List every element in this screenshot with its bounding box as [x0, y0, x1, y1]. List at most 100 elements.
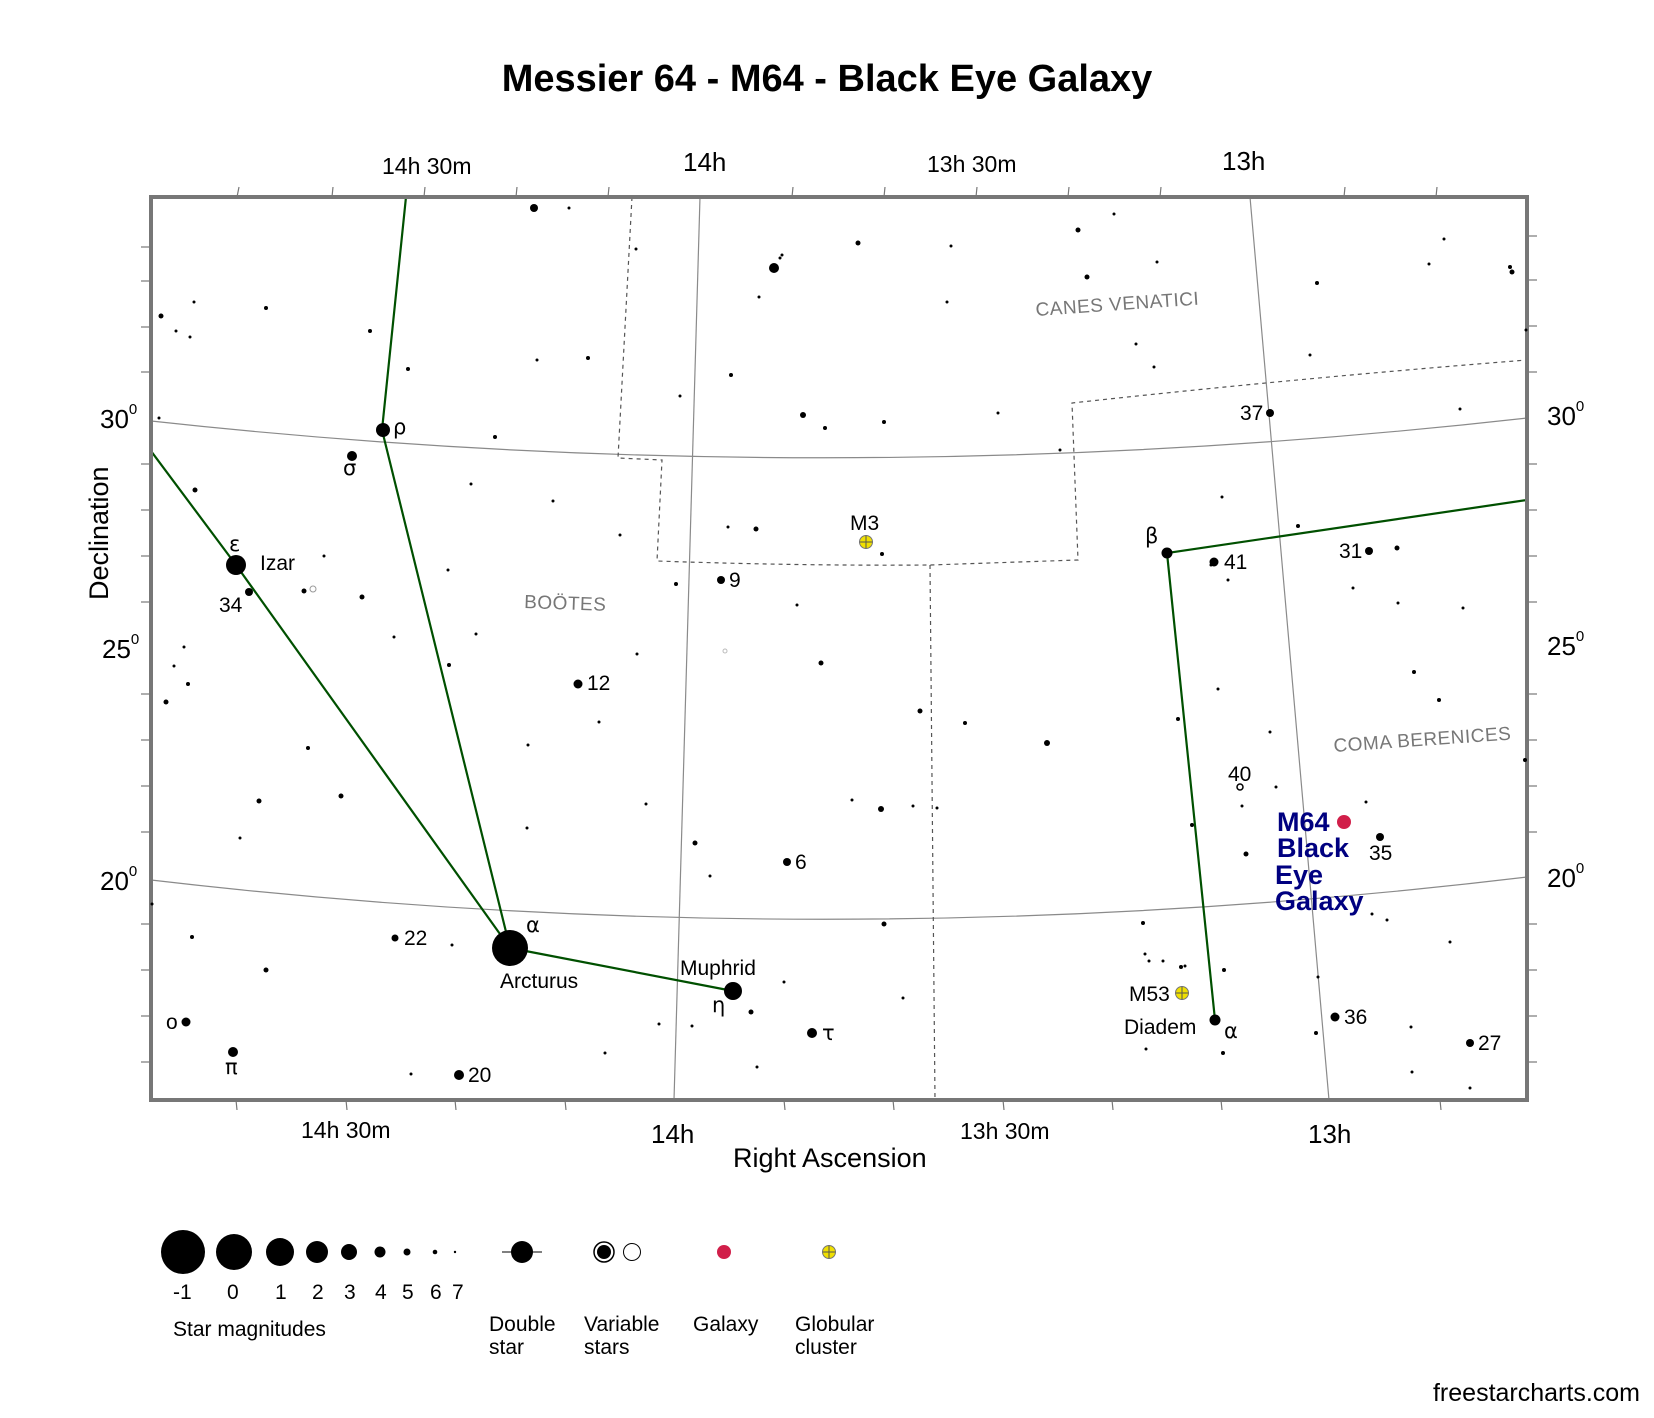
svg-text:6: 6 [430, 1281, 442, 1304]
legend-galaxy-icon [717, 1245, 731, 1259]
star-tau-boo [807, 1028, 817, 1038]
star-37-com [1266, 409, 1274, 417]
legend-magnitudes-caption: Star magnitudes [173, 1318, 326, 1341]
svg-text:2: 2 [312, 1281, 324, 1304]
dec-left-30: 300 [100, 401, 137, 434]
star-m3-area [769, 263, 779, 273]
y-axis-title: Declination [84, 466, 114, 600]
star-sigma-boo [347, 451, 357, 461]
svg-text:1: 1 [275, 1281, 287, 1304]
label-izar: Izar [260, 552, 295, 575]
label-34: 34 [219, 594, 243, 617]
ra-top-1430: 14h 30m [382, 153, 472, 179]
legend-double-label-2: star [489, 1336, 524, 1359]
star-40-com-variable [1236, 783, 1244, 791]
label-36: 36 [1344, 1006, 1367, 1029]
label-alpha-boo: α [526, 913, 540, 937]
star-pi-boo [228, 1047, 238, 1057]
label-sigma: σ [343, 456, 356, 480]
dec-left-labels: 300 250 200 [100, 401, 139, 896]
ra-bot-1330: 13h 30m [960, 1118, 1050, 1144]
star-22-boo [391, 934, 399, 942]
svg-text:7: 7 [452, 1281, 464, 1304]
label-m3: M3 [850, 512, 879, 535]
label-20: 20 [468, 1064, 491, 1087]
ra-top-1330: 13h 30m [927, 151, 1017, 177]
legend-magnitude-labels: -1 0 1 2 3 4 5 6 7 [173, 1281, 464, 1304]
boundary-cvn-boo [617, 197, 1527, 566]
target-line-2: Black [1277, 833, 1350, 863]
ra-14h-line [673, 197, 701, 1100]
galaxy-m64-marker [1337, 815, 1351, 829]
legend-variable-star-icon [593, 1241, 641, 1263]
star-diadem [1209, 1014, 1221, 1026]
svg-text:4: 4 [375, 1281, 387, 1304]
faint-variable-star [309, 585, 317, 593]
star-27-com [1466, 1039, 1474, 1047]
label-beta: β [1145, 524, 1158, 548]
star-izar [226, 555, 246, 575]
star-31-com [1365, 547, 1373, 555]
bootes-line-1 [380, 197, 512, 949]
dec-right-25: 250 [1547, 628, 1584, 661]
legend-double-label-1: Double [489, 1313, 556, 1336]
legend-variable-label-2: stars [584, 1336, 630, 1359]
label-40: 40 [1228, 763, 1251, 786]
legend-galaxy-label: Galaxy [693, 1313, 759, 1336]
label-m53: M53 [1129, 983, 1170, 1006]
star-arcturus [492, 930, 528, 966]
label-epsilon: ε [229, 532, 240, 556]
coma-line [1165, 498, 1527, 1021]
svg-text:-1: -1 [173, 1281, 192, 1304]
dec-30-line [151, 417, 1527, 459]
target-line-1: M64 [1277, 807, 1330, 837]
coordinate-grid [151, 197, 1527, 1100]
label-eta: η [712, 993, 725, 1017]
label-27: 27 [1478, 1032, 1501, 1055]
ra-bottom-labels: 14h 30m 14h 13h 30m 13h [301, 1117, 1351, 1149]
constellation-label-coma-berenices: COMA BERENICES [1333, 724, 1512, 757]
boundary-boo-com [929, 564, 936, 1100]
label-pi: π [225, 1055, 238, 1079]
legend-variable-label-1: Variable [584, 1313, 660, 1336]
globular-m3-icon [859, 535, 873, 549]
map-frame [149, 195, 1529, 1102]
faint-stars [150, 204, 1528, 1090]
legend-globular-icon [822, 1245, 836, 1259]
star-beta-com [1161, 547, 1173, 559]
bootes-line-3 [509, 946, 734, 993]
dec-right-labels: 300 250 200 [1547, 398, 1584, 893]
dec-20-line [151, 876, 1527, 920]
svg-text:5: 5 [402, 1281, 414, 1304]
label-31: 31 [1339, 540, 1362, 563]
map-title: Messier 64 - M64 - Black Eye Galaxy [501, 58, 1153, 100]
bootes-line-2 [151, 450, 511, 949]
label-rho: ρ [393, 415, 406, 439]
constellation-boundaries [617, 197, 1527, 1100]
dec-left-20: 200 [100, 863, 137, 896]
constellation-label-canes-venatici: CANES VENATICI [1035, 289, 1200, 321]
svg-text:0: 0 [227, 1281, 239, 1304]
star-35-com [1376, 833, 1384, 841]
target-label: M64 Black Eye Galaxy [1275, 807, 1364, 916]
label-muphrid: Muphrid [680, 957, 756, 980]
star-labels: ρ σ ε Izar 34 12 9 M3 6 α Arcturus 22 Mu… [166, 402, 1501, 1087]
label-41: 41 [1224, 551, 1247, 574]
site-credit: freestarcharts.com [1432, 1379, 1640, 1407]
star-20-boo [454, 1070, 464, 1080]
label-arcturus: Arcturus [500, 970, 578, 993]
label-22: 22 [404, 927, 427, 950]
ra-bot-14: 14h [651, 1119, 694, 1149]
label-alpha-com: α [1224, 1019, 1238, 1043]
legend-globular-label-1: Globular [795, 1313, 874, 1336]
label-9: 9 [729, 569, 741, 592]
constellation-label-bootes: BOÖTES [524, 592, 607, 616]
star-muphrid [724, 982, 742, 1000]
faint-variable-star-2 [722, 648, 728, 654]
ra-top-13: 13h [1222, 146, 1265, 176]
dec-right-30: 300 [1547, 398, 1584, 431]
star-41-com [1209, 557, 1219, 567]
label-37: 37 [1240, 402, 1263, 425]
star-6-boo [783, 858, 791, 866]
star-34-boo [245, 588, 253, 596]
